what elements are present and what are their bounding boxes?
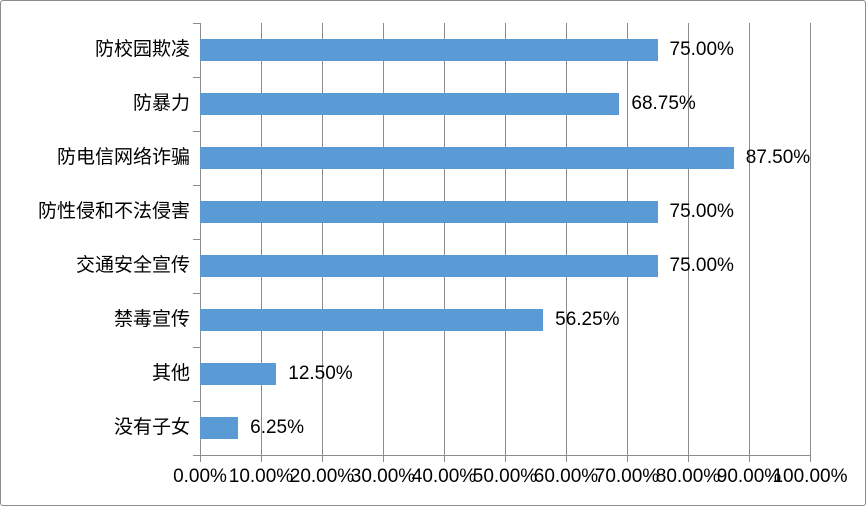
data-label: 12.50% [288, 363, 353, 384]
data-label: 6.25% [250, 417, 304, 438]
data-label: 87.50% [745, 147, 811, 168]
category-label: 交通安全宣传 [75, 255, 190, 276]
y-axis-tick [193, 292, 200, 294]
x-axis-line [199, 454, 811, 456]
bar [200, 417, 239, 439]
category-label: 禁毒宣传 [113, 309, 190, 330]
y-axis-tick [193, 454, 200, 456]
gridline [260, 23, 262, 455]
x-axis-tick [626, 455, 628, 462]
gridline [748, 23, 750, 455]
gridline [382, 23, 384, 455]
bar [200, 201, 658, 223]
bar [200, 309, 544, 331]
gridline [504, 23, 506, 455]
data-label: 75.00% [669, 39, 734, 60]
x-axis-tick [260, 455, 262, 462]
category-label: 防暴力 [132, 93, 190, 114]
x-axis-tick [504, 455, 506, 462]
x-axis-label: 10.00% [228, 466, 294, 487]
x-axis-tick [443, 455, 445, 462]
y-axis-tick [193, 238, 200, 240]
gridline [321, 23, 323, 455]
y-axis-tick [193, 22, 200, 24]
gridline [809, 23, 811, 455]
y-axis-tick [193, 400, 200, 402]
category-label: 防电信网络诈骗 [56, 147, 190, 168]
gridline [626, 23, 628, 455]
x-axis-label: 70.00% [594, 466, 660, 487]
data-label: 75.00% [669, 201, 734, 222]
x-axis-label: 50.00% [472, 466, 538, 487]
y-axis-tick [193, 76, 200, 78]
data-label: 75.00% [669, 255, 734, 276]
x-axis-label: 60.00% [533, 466, 599, 487]
bar [200, 363, 277, 385]
x-axis-label: 30.00% [350, 466, 416, 487]
x-axis-tick [748, 455, 750, 462]
y-axis-tick [193, 184, 200, 186]
x-axis-tick [321, 455, 323, 462]
x-axis-tick [565, 455, 567, 462]
category-label: 其他 [151, 363, 190, 384]
data-label: 56.25% [555, 309, 620, 330]
category-label: 防性侵和不法侵害 [37, 201, 190, 222]
y-axis-tick [193, 130, 200, 132]
x-axis-label: 0.00% [173, 466, 227, 487]
x-axis-label: 90.00% [716, 466, 782, 487]
x-axis-label: 100.00% [772, 466, 848, 487]
x-axis-label: 20.00% [289, 466, 355, 487]
x-axis-tick [382, 455, 384, 462]
x-axis-tick [809, 455, 811, 462]
bar [200, 93, 620, 115]
data-label: 68.75% [631, 93, 696, 114]
y-axis-tick [193, 346, 200, 348]
gridline [443, 23, 445, 455]
y-axis-line [199, 23, 201, 455]
x-axis-label: 80.00% [655, 466, 721, 487]
bar [200, 39, 658, 61]
category-label: 没有子女 [113, 417, 190, 438]
gridline [565, 23, 567, 455]
bar [200, 147, 734, 169]
x-axis-tick [199, 455, 201, 462]
x-axis-label: 40.00% [411, 466, 477, 487]
gridline [687, 23, 689, 455]
bar [200, 255, 658, 277]
category-label: 防校园欺凌 [94, 39, 190, 60]
x-axis-tick [687, 455, 689, 462]
